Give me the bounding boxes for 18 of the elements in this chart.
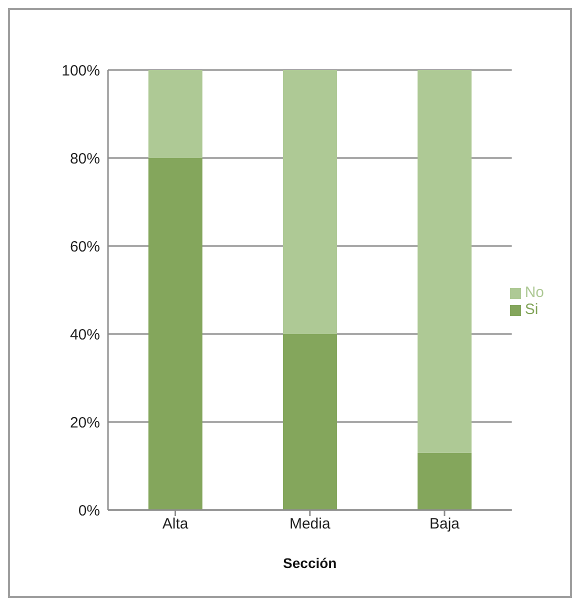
y-tick-label: 0%	[78, 502, 100, 520]
bar	[418, 70, 472, 453]
y-tick-label: 40%	[70, 326, 100, 344]
y-tick-label: 100%	[62, 62, 100, 80]
y-tick-label: 80%	[70, 150, 100, 168]
y-tick-label: 20%	[70, 414, 100, 432]
bar	[282, 334, 337, 510]
x-tick-label: Alta	[162, 516, 189, 533]
legend-label: Si	[524, 301, 538, 318]
x-tick-label: Baja	[429, 516, 460, 533]
y-tick-label: 60%	[70, 238, 100, 256]
bar	[148, 70, 202, 158]
legend-label: No	[524, 284, 544, 301]
x-axis-title: Sección	[283, 555, 337, 571]
bar	[282, 70, 337, 334]
bar	[148, 158, 202, 510]
bar	[418, 452, 472, 510]
x-tick-label: Media	[289, 516, 331, 533]
